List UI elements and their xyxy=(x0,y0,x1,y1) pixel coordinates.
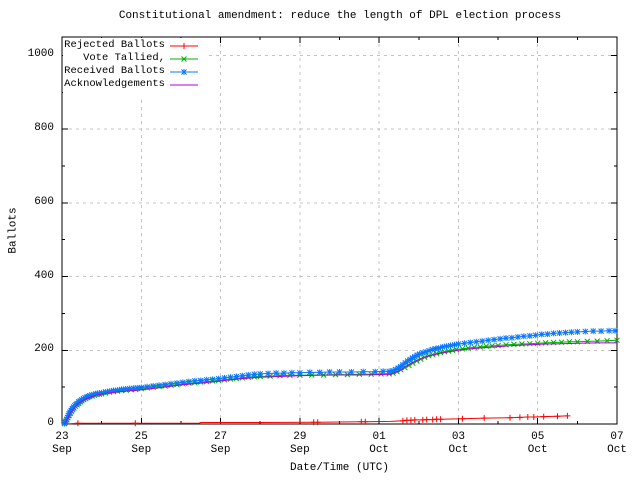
y-tick-label: 1000 xyxy=(27,48,54,61)
x-tick-label-day: 29 xyxy=(293,431,307,443)
series-rejected-markers xyxy=(74,412,571,427)
x-tick-label-day: 05 xyxy=(531,431,545,443)
y-tick-label: 400 xyxy=(34,269,54,282)
legend-marker-rejected xyxy=(181,43,187,49)
x-tick-label-month: Oct xyxy=(527,444,548,456)
x-tick-label-month: Sep xyxy=(289,444,310,456)
legend-item-rejected: Rejected Ballots xyxy=(64,39,165,51)
y-tick-label: 600 xyxy=(34,195,54,208)
series-acknowledgements-line xyxy=(63,342,617,425)
series-received xyxy=(61,327,618,427)
x-tick-label-day: 03 xyxy=(451,431,466,443)
y-tick-label: 0 xyxy=(47,417,54,429)
legend-marker-received xyxy=(181,69,187,75)
legend-marker-tallied xyxy=(181,56,187,62)
legend-background xyxy=(63,38,205,96)
series-received-markers xyxy=(61,327,618,427)
x-tick-label-day: 27 xyxy=(213,431,228,443)
x-tick-label-month: Oct xyxy=(607,444,627,456)
legend-item-acknowledgements: Acknowledgements xyxy=(64,78,165,90)
legend-item-tallied: Vote Tallied, xyxy=(83,52,165,64)
series-rejected-line xyxy=(66,415,568,425)
series-tallied xyxy=(61,337,620,427)
x-tick-label-day: 25 xyxy=(134,431,148,443)
series-tallied-line xyxy=(64,339,618,424)
grid-lines xyxy=(62,37,617,424)
x-tick-label-day: 23 xyxy=(55,431,69,443)
series-acknowledgements xyxy=(63,342,617,425)
x-tick-label-month: Oct xyxy=(369,444,390,456)
x-tick-label-month: Sep xyxy=(210,444,231,456)
x-tick-label-day: 01 xyxy=(372,431,386,443)
x-tick-label-day: 07 xyxy=(610,431,624,443)
x-tick-label-month: Sep xyxy=(131,444,152,456)
x-axis-label: Date/Time (UTC) xyxy=(289,462,390,474)
chart-title: Constitutional amendment: reduce the len… xyxy=(118,10,562,22)
y-tick-label: 200 xyxy=(34,343,54,356)
series-rejected xyxy=(66,412,571,427)
y-tick-label: 800 xyxy=(34,122,54,135)
x-tick-label-month: Sep xyxy=(52,444,72,456)
legend-item-received: Received Ballots xyxy=(64,65,165,77)
x-tick-label-month: Oct xyxy=(448,444,469,456)
series-tallied-markers xyxy=(61,337,620,427)
